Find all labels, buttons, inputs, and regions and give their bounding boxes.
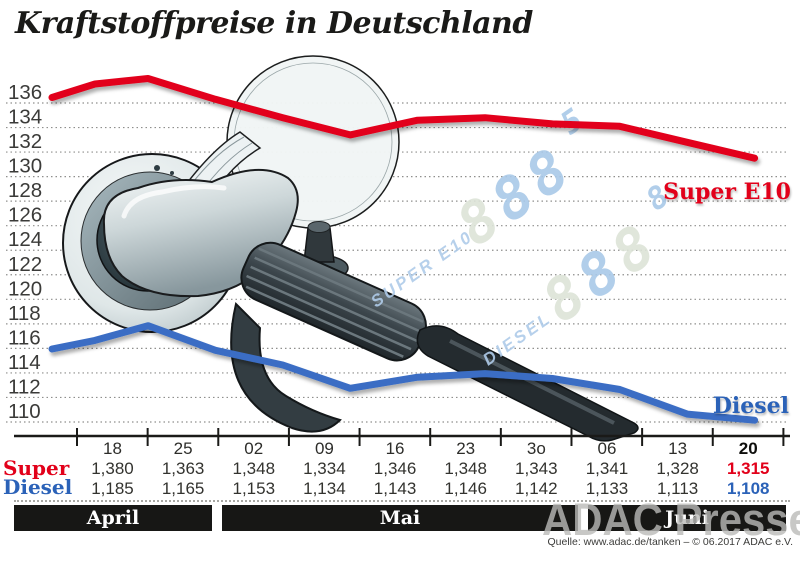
legend-super-e10-label: Super E10 xyxy=(663,179,791,205)
table-date-cell: 02 xyxy=(244,439,264,458)
table-date-cell: 3o xyxy=(526,439,546,458)
table-value-cell: 1,348 xyxy=(232,459,276,478)
table-date-cell: 25 xyxy=(173,439,193,458)
table-value-cell: 1,185 xyxy=(91,478,134,498)
y-axis-label: 118 xyxy=(8,302,41,325)
pump-display-diesel-digits: 888 xyxy=(530,208,672,336)
table-date-cell: 06 xyxy=(597,439,617,458)
legend-diesel-label: Diesel xyxy=(712,393,789,419)
y-axis-label: 134 xyxy=(8,106,42,129)
table-date-cell: 20 xyxy=(738,439,758,458)
brand-watermark: ADAC Presse xyxy=(542,494,800,545)
month-bar-april: April xyxy=(14,505,212,531)
y-axis-label: 114 xyxy=(8,351,41,374)
table-value-cell: 1,341 xyxy=(585,459,629,478)
table-date-cell: 09 xyxy=(314,439,334,458)
table-value-cell: 1,165 xyxy=(161,478,205,498)
table-value-cell: 1,108 xyxy=(726,478,770,498)
pump-display-diesel-label: DIESEL xyxy=(479,308,555,369)
table-value-cell: 1,334 xyxy=(303,459,346,478)
y-axis-label: 130 xyxy=(8,155,42,178)
table-value-cell: 1,134 xyxy=(303,478,346,498)
table-value-cell: 1,315 xyxy=(726,459,770,478)
table-value-cell: 1,380 xyxy=(91,459,134,478)
table-value-cell: 1,113 xyxy=(656,478,699,498)
x-axis-layer xyxy=(14,428,790,446)
page-title: Kraftstoffpreise in Deutschland xyxy=(15,6,533,41)
table-value-cell: 1,133 xyxy=(585,478,629,498)
y-axis-label: 126 xyxy=(8,204,42,227)
y-axis-label: 132 xyxy=(8,130,42,153)
y-axis-label: 122 xyxy=(8,253,42,276)
month-label: Juni xyxy=(665,507,709,529)
source-note: Quelle: www.adac.de/tanken – © 06.2017 A… xyxy=(547,536,793,548)
table-date-cell: 18 xyxy=(103,439,122,458)
table-bottom-separator xyxy=(14,500,790,502)
y-axis-label: 136 xyxy=(8,81,42,104)
y-axis-label: 112 xyxy=(8,375,41,398)
table-value-cell: 1,348 xyxy=(444,459,487,478)
pump-display-super-label: SUPER E10 xyxy=(367,227,477,312)
table-value-cell: 1,346 xyxy=(373,459,417,478)
table-date-cell: 23 xyxy=(456,439,476,458)
table-value-cell: 1,363 xyxy=(161,459,205,478)
series-lines-layer xyxy=(48,75,759,424)
table-value-cell: 1,146 xyxy=(444,478,487,498)
y-axis-label: 128 xyxy=(8,179,42,202)
super-e10-line xyxy=(48,75,759,162)
month-bar-juni: Juni xyxy=(588,505,786,531)
table-value-cell: 1,153 xyxy=(232,478,276,498)
fuel-nozzle-illustration xyxy=(62,55,639,442)
y-axis-label: 120 xyxy=(8,277,42,300)
table-value-cell: 1,328 xyxy=(656,459,699,478)
diesel-line xyxy=(48,322,759,424)
y-axis-label: 124 xyxy=(8,228,42,251)
table-date-cell: 16 xyxy=(385,439,405,458)
table-row-label-super: Super xyxy=(3,456,70,480)
month-label: Mai xyxy=(379,507,421,529)
y-axis-label: 116 xyxy=(8,326,41,349)
month-label: April xyxy=(86,507,140,529)
table-value-cell: 1,143 xyxy=(373,478,417,498)
y-axis-label: 110 xyxy=(8,400,41,423)
gridlines-layer: 1361341321301281261241221201181161141121… xyxy=(6,81,788,423)
month-bar-mai: Mai xyxy=(222,505,578,531)
table-date-cell: 13 xyxy=(668,439,688,458)
table-value-cell: 1,142 xyxy=(515,478,558,498)
table-row-label-diesel: Diesel xyxy=(3,475,73,499)
table-value-cell: 1,343 xyxy=(515,459,558,478)
